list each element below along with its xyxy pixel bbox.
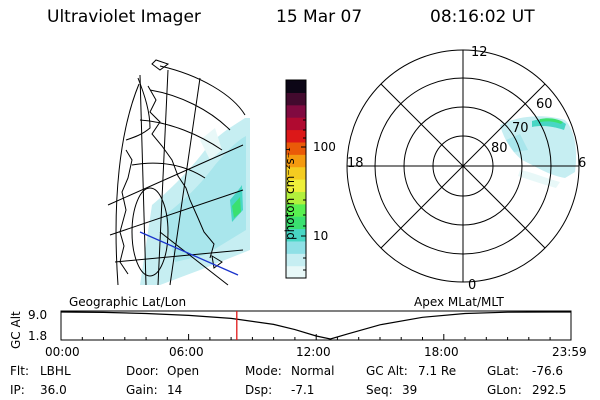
colorbar-cell: [286, 179, 306, 192]
meta-seq-key: Seq:: [366, 383, 393, 397]
time-label: 08:16:02 UT: [430, 7, 535, 27]
meta-glon-value: 292.5: [532, 383, 567, 397]
apex-panel-label: Apex MLat/MLT: [414, 295, 504, 309]
geographic-map-panel: [107, 59, 250, 286]
colorbar-cell: [286, 216, 306, 230]
colorbar-tick-10: 10: [313, 229, 329, 243]
meta-door-value: Open: [167, 364, 200, 378]
meta-glat-key: GLat:: [487, 364, 520, 378]
colorbar-cell: [286, 80, 306, 93]
meta-gain-value: 14: [167, 383, 183, 397]
colorbar-cell: [286, 104, 306, 118]
x-tick-1800: 18:00: [424, 345, 459, 359]
meta-gcalt-value: 7.1 Re: [418, 364, 457, 378]
colorbar-cell: [286, 117, 306, 131]
colorbar-cell: [286, 240, 306, 254]
x-tick-2359: 23:59: [552, 345, 587, 359]
colorbar: [285, 79, 307, 279]
mlat-label-70: 70: [512, 121, 529, 136]
colorbar-cell: [286, 92, 306, 106]
mlt-label-12: 12: [471, 45, 488, 60]
meta-mode-key: Mode:: [245, 364, 282, 378]
x-tick-0600: 06:00: [169, 345, 204, 359]
polar-panel: [346, 49, 580, 283]
altitude-y-tick-top: 9.0: [28, 308, 48, 322]
colorbar-cell: [286, 265, 306, 279]
meta-ip-key: IP:: [10, 383, 25, 397]
meta-filter-value: LBHL: [40, 364, 71, 378]
mlt-label-6: 6: [578, 156, 587, 171]
meta-glon-key: GLon:: [487, 383, 522, 397]
meta-door-key: Door:: [126, 364, 159, 378]
geo-aurora-image: [140, 118, 250, 285]
meta-seq-value: 39: [402, 383, 418, 397]
meta-gain-key: Gain:: [126, 383, 158, 397]
mlat-label-60: 60: [536, 97, 553, 112]
mlt-label-18: 18: [347, 156, 364, 171]
colorbar-cell: [286, 141, 306, 155]
geographic-panel-label: Geographic Lat/Lon: [69, 295, 187, 309]
meta-filter-key: Flt:: [10, 364, 29, 378]
colorbar-cell: [286, 154, 306, 168]
x-tick-1200: 12:00: [296, 345, 331, 359]
mlt-label-0: 0: [468, 278, 477, 293]
colorbar-tick-100: 100: [313, 140, 336, 154]
altitude-y-tick-bottom: 1.8: [28, 329, 48, 343]
instrument-title: Ultraviolet Imager: [47, 7, 201, 27]
colorbar-cell: [286, 228, 306, 242]
meta-dsp-key: Dsp:: [245, 383, 273, 397]
meta-dsp-value: -7.1: [291, 383, 315, 397]
x-tick-0000: 00:00: [45, 345, 80, 359]
altitude-axis-label: GC Alt: [9, 311, 23, 349]
altitude-chart: [60, 310, 572, 341]
colorbar-unit-label: photon cm⁻²s⁻¹: [283, 147, 297, 240]
colorbar-cell: [286, 166, 306, 180]
meta-gcalt-key: GC Alt:: [366, 364, 408, 378]
mlat-label-80: 80: [491, 141, 508, 156]
colorbar-cell: [286, 253, 306, 267]
meta-ip-value: 36.0: [40, 383, 67, 397]
altitude-series-line: [60, 311, 571, 340]
colorbar-cell: [286, 191, 306, 205]
meta-glat-value: -76.6: [532, 364, 564, 378]
date-label: 15 Mar 07: [276, 7, 363, 27]
colorbar-cell: [286, 203, 306, 217]
meta-mode-value: Normal: [291, 364, 335, 378]
colorbar-cell: [286, 129, 306, 143]
